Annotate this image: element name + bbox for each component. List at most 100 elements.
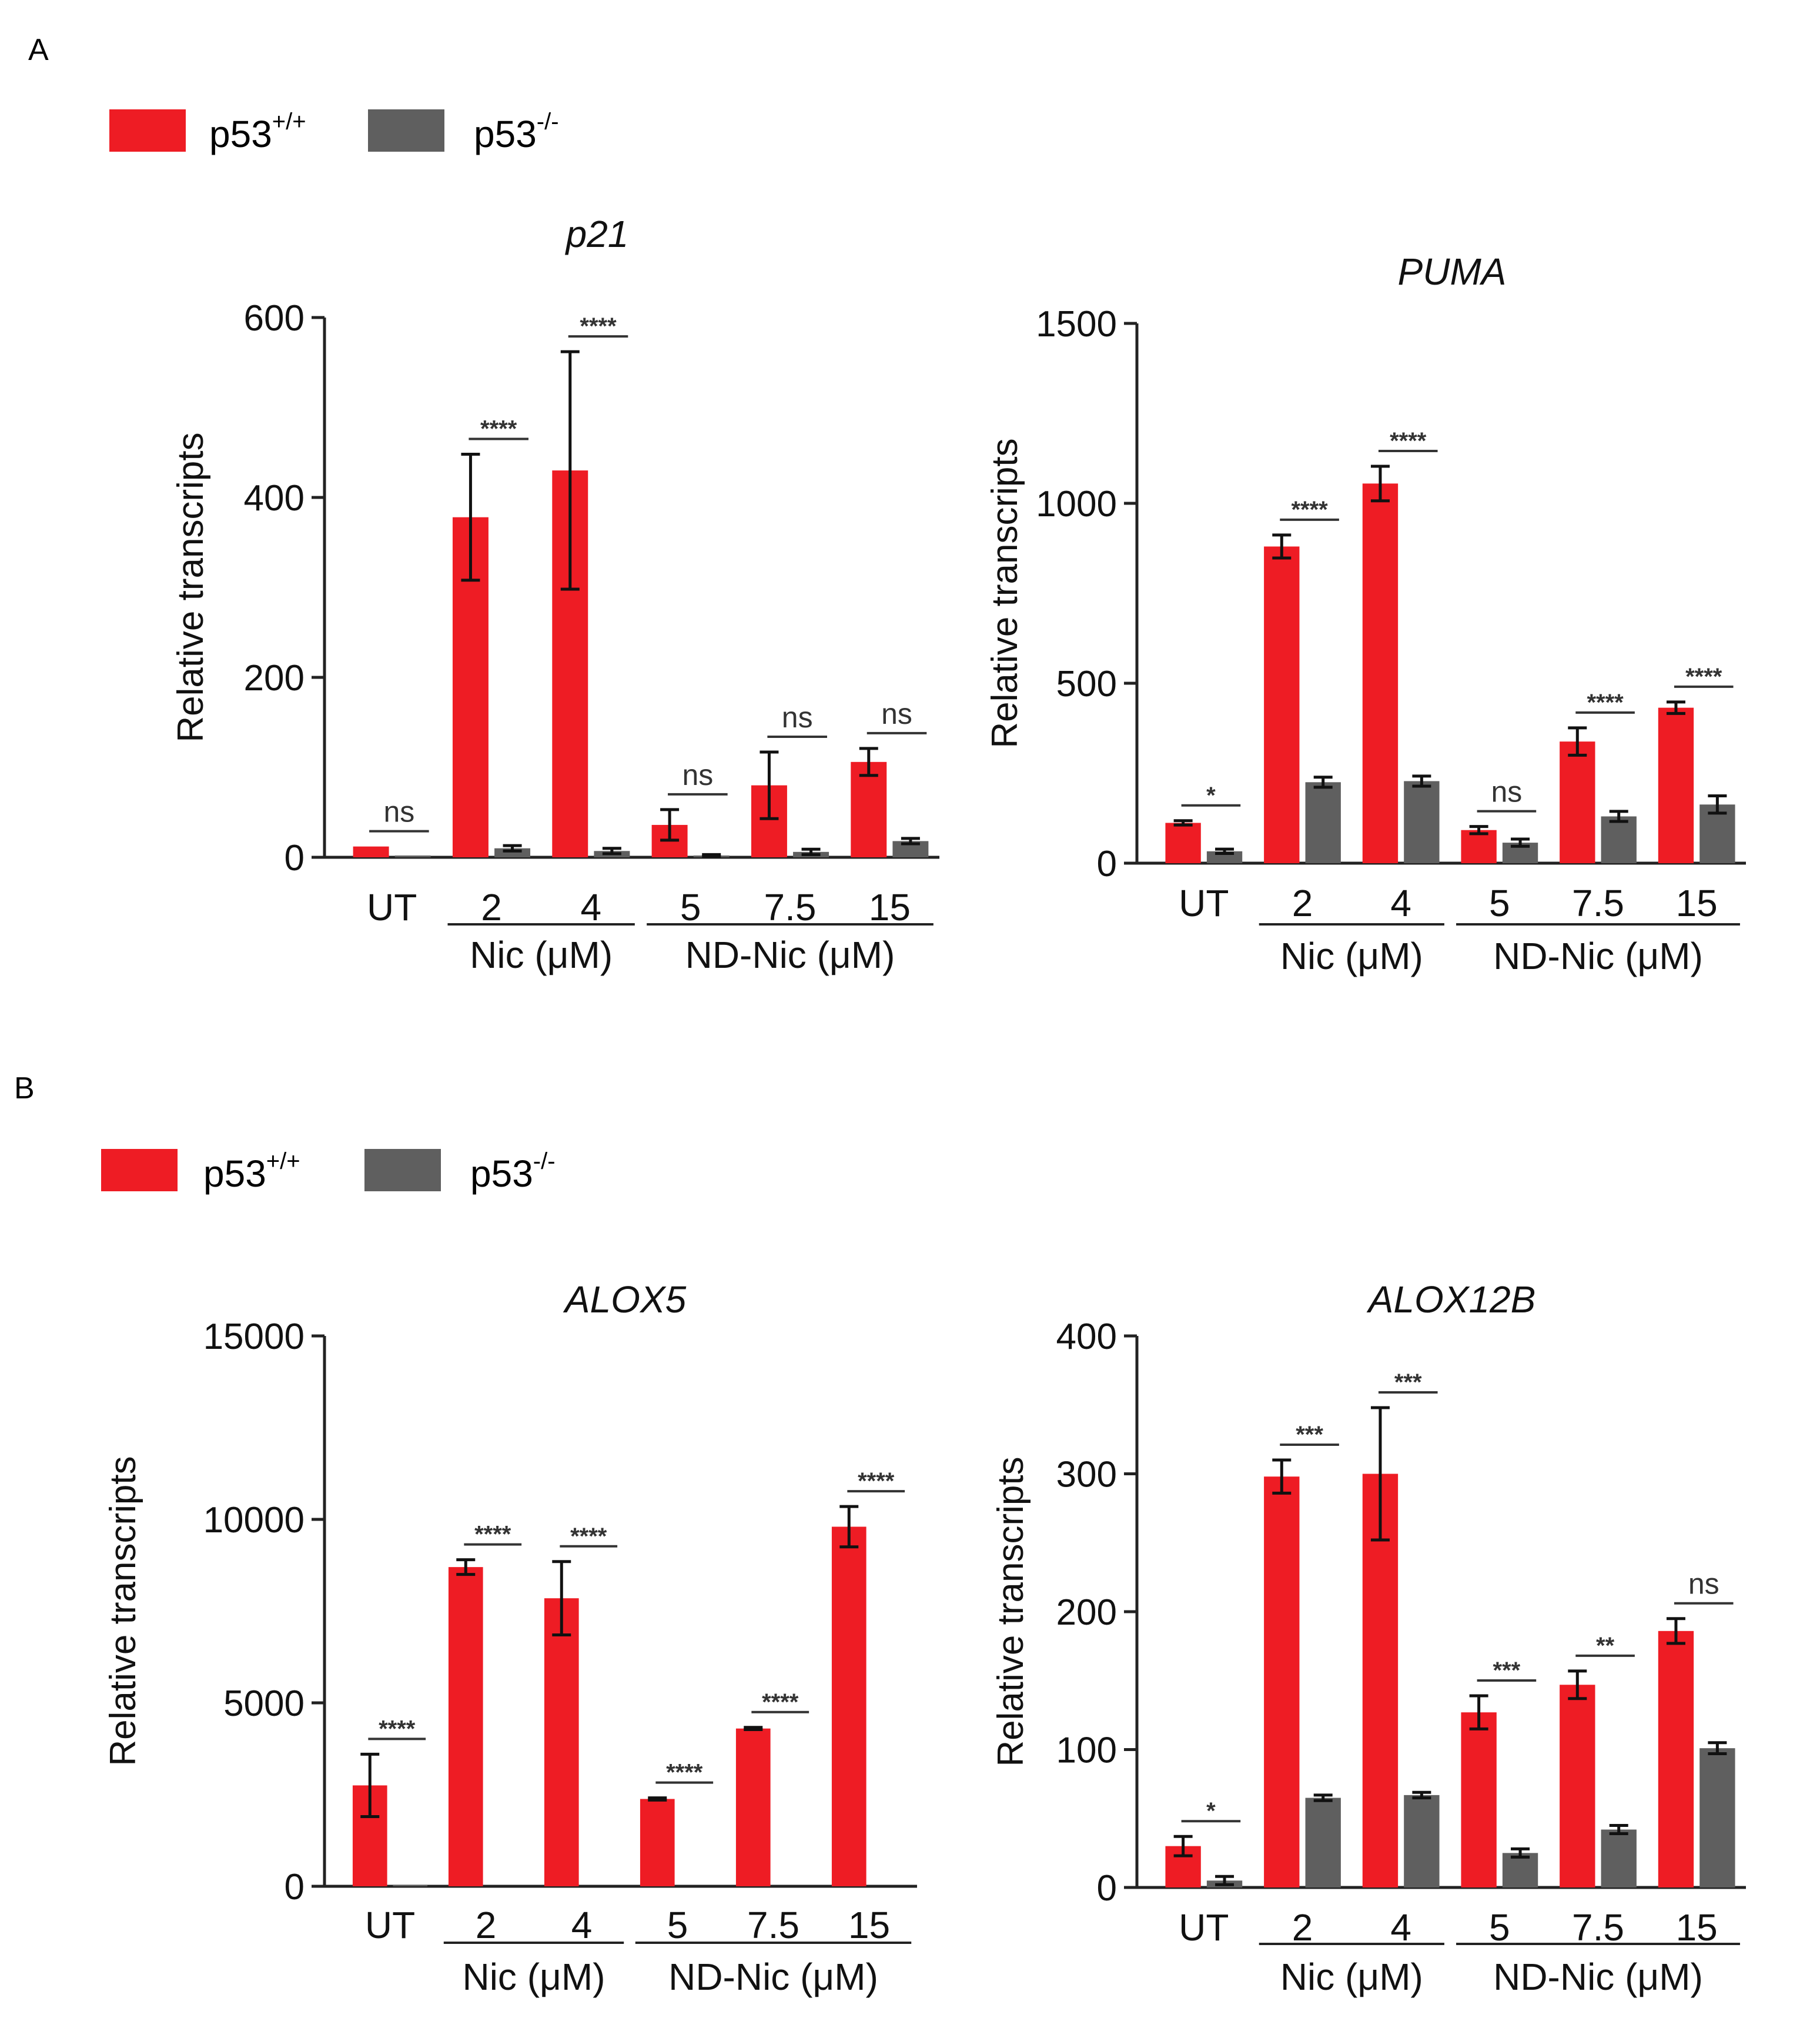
legend-label-ko-sup: -/- [537,109,559,135]
bar-ko-2 [1305,782,1341,863]
y-tick-label: 1500 [1036,304,1117,345]
x-tick-label: UT [1179,882,1229,924]
x-tick-label: 7.5 [747,1904,799,1946]
x-tick-label: 5 [1489,1906,1510,1949]
bar-ko-4 [1404,1795,1440,1887]
panel-label-a: A [28,33,49,67]
significance-label: **** [1390,428,1427,454]
significance-label: **** [1587,690,1624,716]
significance-label: ns [881,697,912,730]
y-axis-label: Relative transcripts [170,432,211,742]
significance-label: **** [1291,497,1328,523]
bar-wt-7.5 [1560,1685,1595,1887]
y-tick-label: 600 [244,298,305,339]
x-tick-label: UT [365,1904,415,1946]
x-tick-label: 15 [1676,1906,1718,1949]
x-tick-label: 7.5 [764,886,817,928]
bar-ko-4 [1404,781,1440,863]
significance-label: **** [570,1523,607,1549]
legend-swatch-ko [364,1149,441,1191]
significance-label: **** [580,313,617,339]
x-tick-label: 15 [1676,882,1718,924]
bar-wt-15 [1658,1631,1694,1887]
bar-wt-5 [1461,1712,1497,1887]
y-tick-label: 0 [1097,844,1117,884]
bar-wt-5 [1461,830,1497,863]
x-tick-label: 5 [667,1904,688,1946]
bar-wt-5 [640,1799,675,1886]
bar-ko-UT [393,1885,428,1886]
bar-ko-2 [1305,1798,1341,1887]
y-axis-label: Relative transcripts [103,1456,143,1766]
group-label: ND-Nic (μM) [685,934,895,976]
y-tick-label: 300 [1056,1455,1117,1495]
y-tick-label: 0 [285,1867,305,1907]
legend-label-ko: p53-/- [474,109,559,155]
bar-ko-7.5 [1601,1829,1637,1887]
significance-label: ns [782,701,813,734]
significance-label: **** [480,416,517,442]
bar-wt-2 [448,1567,483,1886]
bar-wt-15 [851,761,887,857]
x-tick-label: 4 [571,1904,593,1946]
legend-label-wt-sup: +/+ [272,109,306,135]
y-tick-label: 400 [244,478,305,519]
x-tick-label: 7.5 [1572,1906,1624,1949]
significance-label: *** [1493,1658,1521,1683]
legend-swatch-ko [368,109,444,152]
legend-swatch-wt [109,109,186,152]
bar-wt-4 [1362,1474,1399,1887]
y-tick-label: 15000 [203,1317,305,1357]
significance-label: * [1206,1798,1216,1824]
y-tick-label: 500 [1056,664,1117,704]
group-label: Nic (μM) [470,934,613,976]
significance-label: ns [682,759,713,791]
bar-wt-UT [1165,823,1201,863]
x-tick-label: 4 [1390,1906,1411,1949]
chart-title: ALOX12B [1366,1278,1536,1321]
significance-label: **** [762,1689,799,1715]
group-label: Nic (μM) [1280,935,1423,977]
y-axis-label: Relative transcripts [991,1456,1031,1766]
x-tick-label: 5 [1489,882,1510,924]
panel-b-header: B p53+/+ p53-/- [14,1071,556,1195]
y-tick-label: 10000 [203,1500,305,1541]
legend-label-ko-sup: -/- [533,1148,556,1174]
significance-label: **** [666,1760,703,1786]
x-tick-label: 2 [1292,1906,1313,1949]
x-tick-label: 5 [680,886,701,928]
y-tick-label: 0 [1097,1868,1117,1909]
legend-swatch-wt [101,1149,178,1191]
group-label: Nic (μM) [1280,1956,1423,1998]
significance-label: *** [1296,1422,1323,1448]
bar-wt-2 [1264,1476,1300,1887]
x-tick-label: 15 [869,886,911,928]
bar-ko-15 [1699,1748,1735,1887]
x-tick-label: 2 [476,1904,497,1946]
legend-label-wt: p53+/+ [203,1148,300,1195]
bar-ko-7.5 [1601,816,1637,863]
legend-label-wt-base: p53 [203,1152,266,1195]
chart-puma: PUMA 0 500 1000 1500 Relative transcripts * UT *… [985,250,1746,977]
legend-label-ko-base: p53 [470,1152,533,1195]
significance-label: ns [1688,1568,1719,1601]
group-label: ND-Nic (μM) [668,1956,878,1998]
chart-title: ALOX5 [563,1278,687,1321]
chart-alox12b: ALOX12B 0 100 200 300 400 Relative transcripts… [991,1278,1746,1998]
bar-ko-5 [1502,1853,1538,1887]
group-label: ND-Nic (μM) [1493,935,1703,977]
y-tick-label: 200 [1056,1592,1117,1633]
y-tick-label: 0 [285,838,305,878]
chart-p21: p21 0 200 400 600 Relative transcripts ns UT ***… [170,213,939,976]
y-tick-label: 200 [244,658,305,699]
x-tick-label: 15 [848,1904,890,1946]
bar-ko-UT [394,855,431,857]
x-tick-label: 4 [581,886,602,928]
legend-label-wt: p53+/+ [209,109,306,155]
bar-wt-7.5 [1560,741,1595,863]
significance-label: **** [858,1468,895,1494]
significance-label: ns [1491,776,1522,808]
bar-wt-15 [1658,707,1694,863]
significance-label: * [1206,783,1216,808]
